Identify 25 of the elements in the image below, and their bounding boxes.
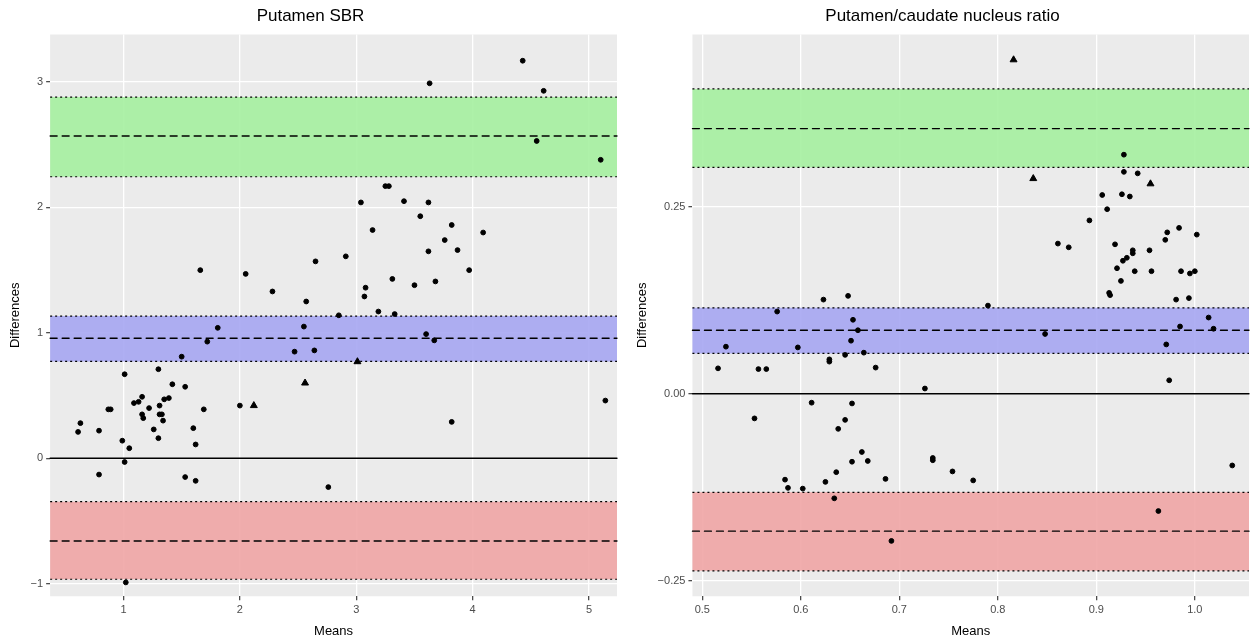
x-tick-label: 0.9 [1088, 602, 1104, 615]
x-axis-title: Means [314, 622, 354, 638]
x-tick-label: 4 [469, 602, 476, 615]
x-axis-title: Means [951, 622, 991, 638]
x-tick-label: 0.7 [891, 602, 907, 615]
chart-title: Putamen SBR [256, 5, 365, 25]
y-tick-label: −0.25 [657, 573, 686, 586]
y-tick-label: 0.25 [664, 200, 686, 213]
x-tick-label: 1.0 [1187, 602, 1203, 615]
x-tick-label: 1 [120, 602, 127, 615]
y-axis-title: Differences [634, 282, 650, 349]
y-tick-label: 2 [37, 200, 44, 213]
y-axis-title: Differences [7, 282, 23, 349]
y-tick-label: 0.00 [664, 386, 686, 399]
y-tick-label: 1 [37, 325, 44, 338]
x-tick-label: 2 [236, 602, 243, 615]
x-tick-label: 0.8 [990, 602, 1006, 615]
y-tick-label: −1 [30, 576, 44, 589]
y-tick-label: 0 [37, 451, 44, 464]
x-tick-label: 3 [353, 602, 360, 615]
x-tick-label: 0.6 [793, 602, 809, 615]
chart-title: Putamen/caudate nucleus ratio [825, 5, 1060, 25]
x-tick-label: 0.5 [694, 602, 710, 615]
y-tick-label: 3 [37, 75, 44, 88]
x-tick-label: 5 [586, 602, 593, 615]
